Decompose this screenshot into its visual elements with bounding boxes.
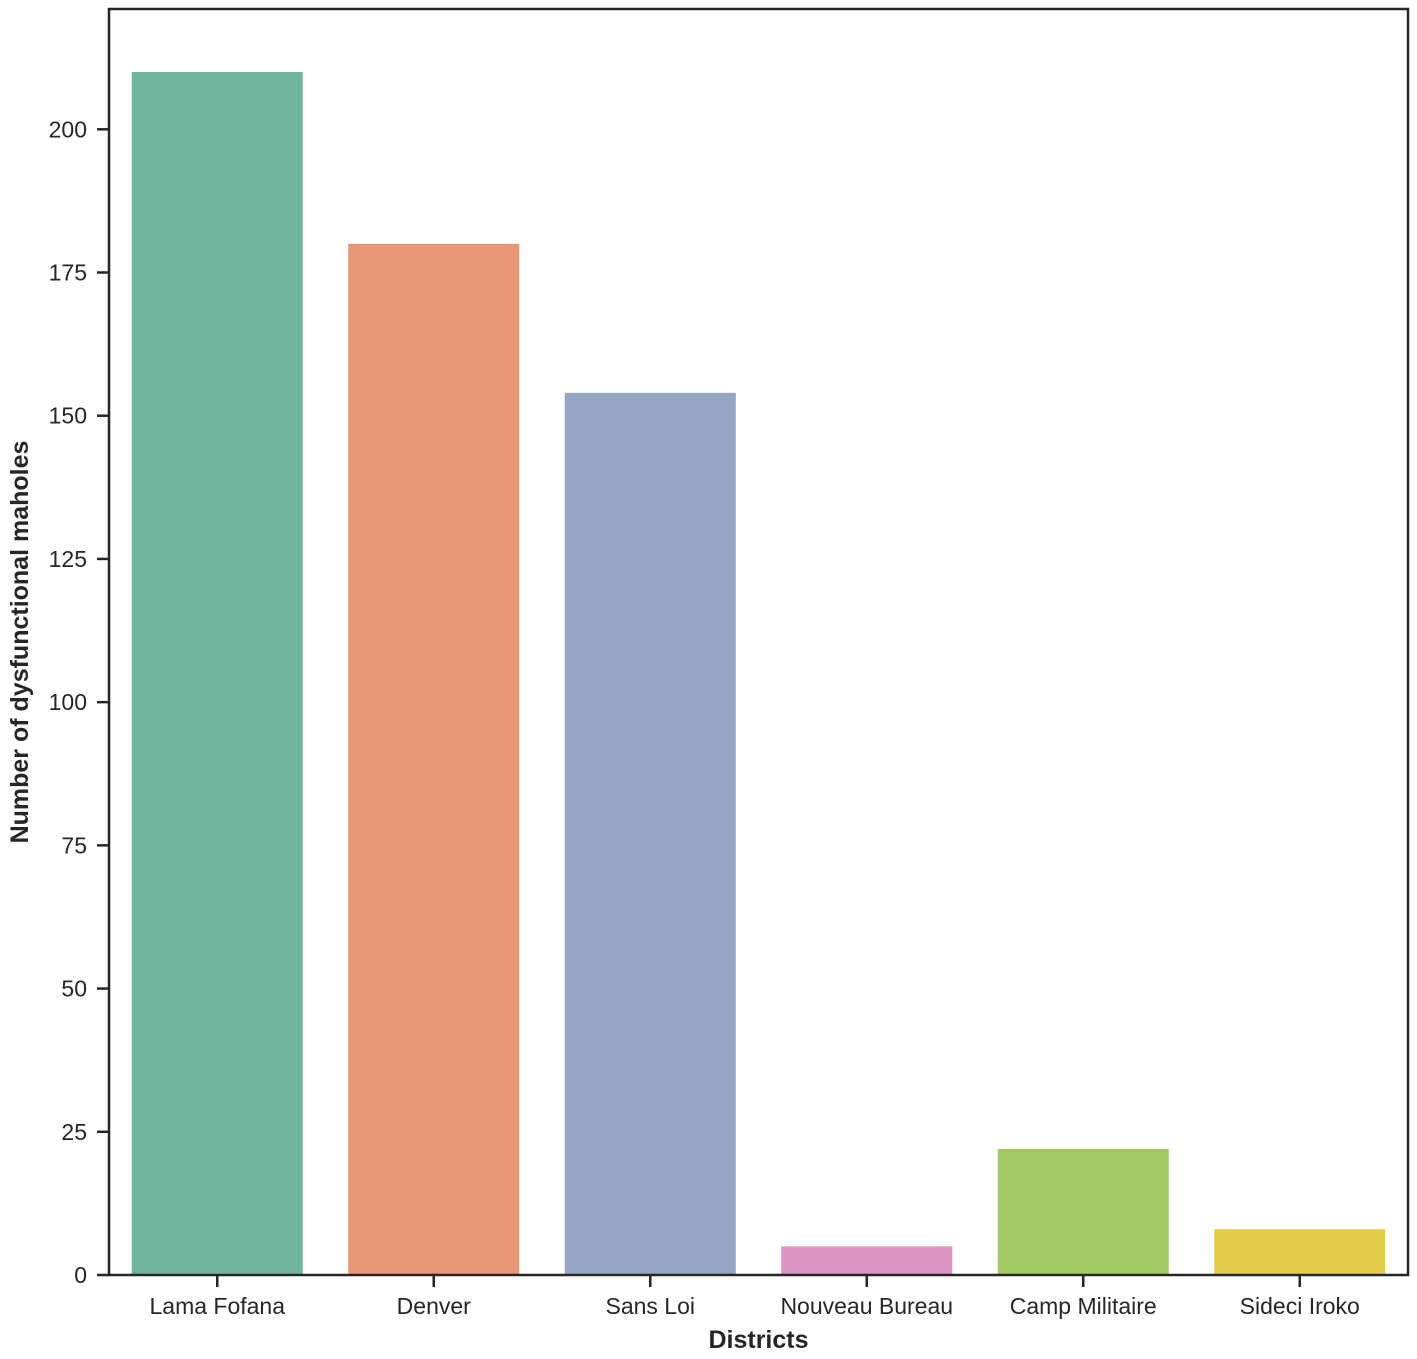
bar-lama-fofana (131, 72, 303, 1276)
y-tick-label: 100 (49, 689, 87, 715)
y-tick-label: 25 (61, 1119, 87, 1145)
bar-camp-militaire (997, 1148, 1169, 1275)
x-axis-ticks: Lama Fofana Denver Sans Loi Nouveau Bureau C… (149, 1275, 1360, 1319)
y-tick-label: 75 (61, 832, 87, 858)
x-tick-label: Camp Militaire (1010, 1293, 1157, 1319)
bar-denver (348, 243, 520, 1275)
x-axis-title: Districts (708, 1326, 808, 1354)
bar-sideci-iroko (1214, 1229, 1386, 1275)
bars-group (131, 72, 1386, 1276)
bar-sans-loi (564, 392, 736, 1276)
plot-frame (107, 7, 1410, 1277)
y-axis-ticks: 0 25 50 75 100 125 150 175 200 (49, 116, 109, 1288)
y-tick-label: 175 (49, 260, 87, 286)
x-tick-label: Lama Fofana (149, 1293, 285, 1319)
y-tick-label: 200 (49, 116, 87, 142)
x-tick-label: Sideci Iroko (1240, 1293, 1360, 1319)
y-tick-label: 125 (49, 546, 87, 572)
bar-nouveau-bureau (781, 1246, 953, 1275)
x-tick-label: Denver (397, 1293, 471, 1319)
y-tick-label: 0 (74, 1262, 87, 1288)
y-axis-title: Number of dysfunctional maholes (6, 441, 34, 844)
x-tick-label: Nouveau Bureau (780, 1293, 953, 1319)
y-tick-label: 150 (49, 403, 87, 429)
y-tick-label: 50 (61, 976, 87, 1002)
x-tick-label: Sans Loi (605, 1293, 695, 1319)
